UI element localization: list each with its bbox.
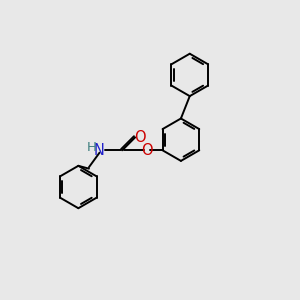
Text: O: O <box>134 130 146 145</box>
Text: O: O <box>141 143 153 158</box>
Text: N: N <box>94 143 105 158</box>
Text: H: H <box>87 141 97 154</box>
